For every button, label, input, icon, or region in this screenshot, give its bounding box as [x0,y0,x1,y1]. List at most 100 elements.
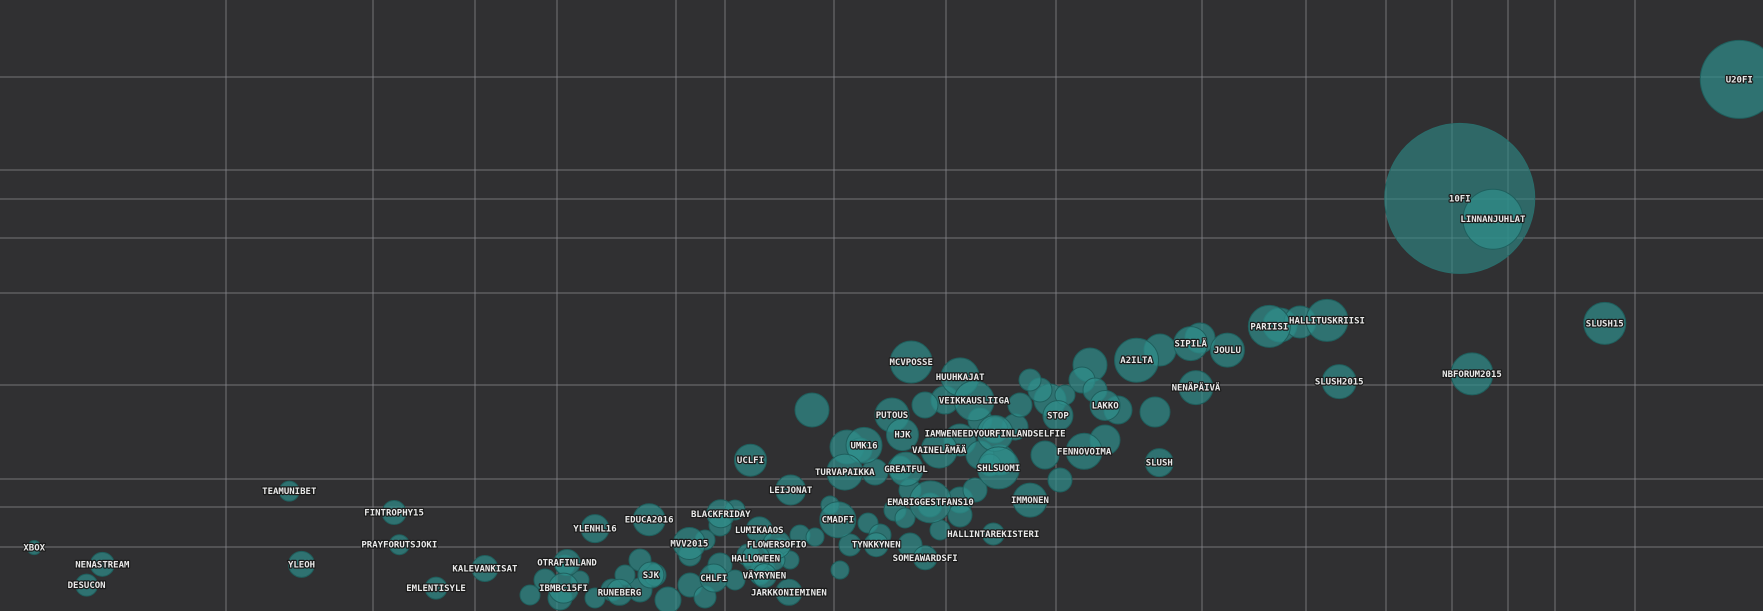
label-runeberg: RUNEBERG [598,588,641,598]
bubble-jarkkonieminen[interactable] [775,578,803,606]
bubble-sipila[interactable] [1173,326,1209,362]
cluster-bubble [519,584,541,606]
bubble-immonen[interactable] [1012,482,1048,518]
bubble-veikkausliiga[interactable] [953,380,995,422]
label-sjk: SJK [643,571,660,581]
label-kalevankisat: KALEVANKISAT [452,564,518,574]
bubble-linnanjuhlat[interactable] [1462,188,1524,250]
bubble-ibmbc15fi[interactable] [548,572,580,604]
bubble-desucon[interactable] [75,573,99,597]
label-hallintarekisteri: HALLINTAREKISTERI [947,530,1039,540]
label-uclfi: UCLFI [737,456,764,466]
bubble-kalevankisat[interactable] [471,554,499,582]
label-stop: STOP [1047,412,1069,422]
label-emabiggestfans10: EMABIGGESTFANS10 [887,498,974,508]
label-hallituskriisi: HALLITUSKRIISI [1289,316,1365,326]
bubble-vayrynen[interactable] [751,563,777,589]
label-umk16: UMK16 [850,441,877,451]
label-shlsuomi: SHLSUOMI [977,464,1020,474]
bubble-umk16[interactable] [845,426,883,464]
bubble-cmadfi[interactable] [819,501,857,539]
cluster-bubble [805,527,825,547]
bubble-xbox[interactable] [26,540,42,556]
label-iamweneedyourfinlandselfie: IAMWENEEDYOURFINLANDSELFIE [925,429,1066,439]
bubble-hallintarekisteri[interactable] [981,522,1005,546]
label-nbforum2015: NBFORUM2015 [1442,370,1502,380]
bubble-fennovoima[interactable] [1065,432,1103,470]
label-educa2016: EDUCA2016 [625,516,674,526]
bubble-tynkkynen[interactable] [863,532,889,558]
cluster-bubble [947,502,973,528]
label-pariisi: PARIISI [1250,322,1288,332]
bubble-emlentisyle[interactable] [424,576,448,600]
label-blackfriday: BLACKFRIDAY [691,510,751,520]
bubble-joulu[interactable] [1209,332,1245,368]
bubble-flowersofio[interactable] [762,530,792,560]
bubble-educa2016[interactable] [632,503,666,537]
bubble-turvapaikka[interactable] [826,453,864,491]
cluster-bubble [830,560,850,580]
label-mcvposse: MCVPOSSE [890,358,933,368]
cluster-bubble [1007,392,1033,418]
bubble-shlsuomi[interactable] [977,446,1021,490]
label-jarkkonieminen: JARKKONIEMINEN [751,588,827,598]
bubble-nenapaiva[interactable] [1178,370,1214,406]
label-lakko: LAKKO [1092,401,1120,411]
bubble-prayforutsjoki[interactable] [388,534,410,556]
label-hjk: HJK [894,431,911,441]
bubble-uclfi[interactable] [733,443,767,477]
label-10fi: 10FI [1449,194,1471,204]
label-greatful: GREATFUL [884,465,928,475]
cluster-bubble [1047,467,1073,493]
label-fennovoima: FENNOVOIMA [1057,447,1112,457]
cluster-bubble [894,507,916,529]
bubble-nbforum2015[interactable] [1450,352,1494,396]
bubble-stop[interactable] [1042,400,1074,432]
bubbles-layer [26,39,1763,611]
cluster-bubble [1030,440,1060,470]
bubble-ylenhl16[interactable] [580,514,610,544]
bubble-lakko[interactable] [1089,389,1121,421]
bubble-someawardsfi[interactable] [912,545,938,571]
bubble-runeberg[interactable] [605,578,633,606]
bubble-blackfriday[interactable] [706,499,736,529]
label-a2ilta: A2ILTA [1120,356,1153,366]
bubble-vainelama[interactable] [920,431,958,469]
label-xbox: XBOX [23,544,45,554]
bubble-slush[interactable] [1144,448,1174,478]
bubble-sjk[interactable] [637,561,665,589]
bubble-mcvposse[interactable] [889,340,933,384]
label-slush15: SLUSH15 [1586,319,1624,329]
bubble-u20fi[interactable] [1699,39,1763,119]
bubble-pariisi[interactable] [1247,304,1291,348]
label-lumikaaos: LUMIKAAOS [735,526,784,536]
label-slush2015: SLUSH2015 [1315,378,1364,388]
bubble-fintrophy15[interactable] [381,500,407,526]
label-yleoh: YLEOH [288,560,315,570]
bubble-a2ilta[interactable] [1114,337,1160,383]
cluster-bubble [1139,396,1171,428]
label-fintrophy15: FINTROPHY15 [364,509,424,519]
bubble-leijonat[interactable] [775,474,807,506]
bubble-hallituskriisi[interactable] [1305,298,1349,342]
label-tynkkynen: TYNKKYNEN [852,541,901,551]
bubble-slush2015[interactable] [1321,364,1357,400]
cluster-bubble [584,587,606,609]
bubble-emabiggestfans10[interactable] [908,480,952,524]
bubble-nenastream[interactable] [89,551,115,577]
bubble-slush15[interactable] [1583,301,1627,345]
label-huuhkajat: HUUHKAJAT [936,373,985,383]
label-prayforutsjoki: PRAYFORUTSJOKI [361,541,437,551]
label-mvv2015: MVV2015 [670,540,708,550]
bubble-greatful[interactable] [888,451,924,487]
bubble-hjk[interactable] [885,418,919,452]
label-ylenhl16: YLENHL16 [573,525,616,535]
bubble-mvv2015[interactable] [672,527,706,560]
bubble-chlfi[interactable] [699,563,729,593]
label-otrafinland: OTRAFINLAND [537,559,597,569]
bubble-teamunibet[interactable] [278,480,300,502]
bubble-yleoh[interactable] [287,550,315,578]
label-ibmbc15fi: IBMBC15FI [539,584,588,594]
label-vainelama: VAINELÄMÄÄ [912,445,967,456]
